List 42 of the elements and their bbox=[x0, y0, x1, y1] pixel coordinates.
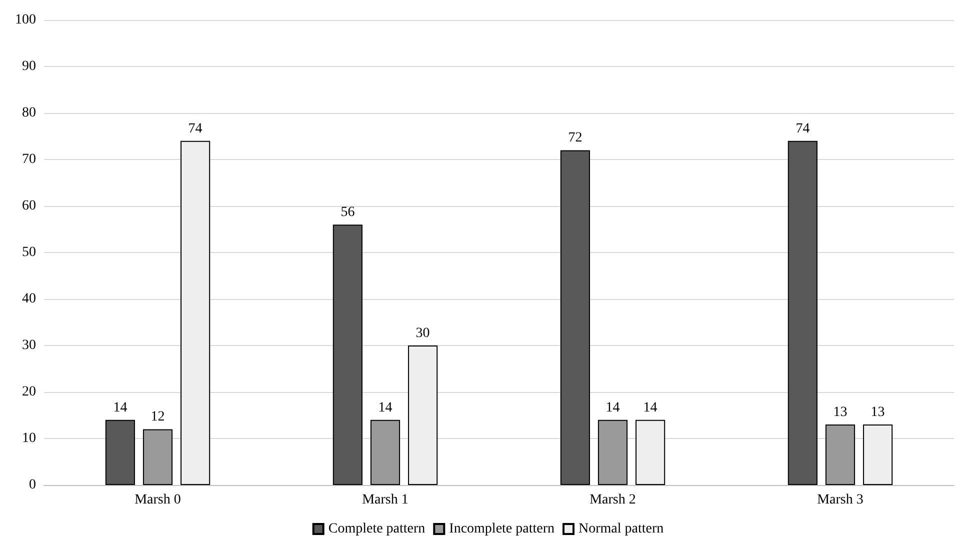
data-label: 74 bbox=[796, 121, 810, 136]
data-label: 14 bbox=[606, 400, 620, 416]
legend-label: Complete pattern bbox=[328, 522, 426, 536]
y-tick-label: 30 bbox=[22, 338, 36, 353]
x-tick-label: Marsh 2 bbox=[590, 492, 636, 508]
data-label: 13 bbox=[870, 405, 885, 420]
legend-label: Incomplete pattern bbox=[449, 522, 555, 536]
data-label: 14 bbox=[113, 400, 128, 416]
y-tick-label: 10 bbox=[22, 431, 36, 446]
legend-label: Normal pattern bbox=[578, 522, 664, 536]
data-label: 30 bbox=[416, 326, 430, 341]
bar bbox=[332, 224, 362, 485]
bar bbox=[408, 346, 438, 485]
y-tick-label: 60 bbox=[22, 198, 36, 214]
bar bbox=[105, 420, 135, 485]
data-label: 72 bbox=[568, 130, 582, 146]
y-tick-label: 40 bbox=[22, 292, 36, 306]
bar bbox=[863, 424, 893, 485]
data-label: 14 bbox=[378, 400, 392, 416]
x-tick-label: Marsh 0 bbox=[134, 492, 181, 508]
y-tick-label: 70 bbox=[22, 152, 36, 167]
y-tick-label: 90 bbox=[22, 59, 36, 74]
bar bbox=[142, 429, 173, 485]
data-label: 13 bbox=[833, 405, 848, 420]
x-tick-label: Marsh 1 bbox=[362, 492, 408, 508]
y-tick-label: 20 bbox=[22, 384, 36, 400]
bar bbox=[180, 140, 210, 485]
bar bbox=[636, 420, 666, 485]
data-label: 56 bbox=[340, 205, 355, 220]
bar bbox=[788, 140, 818, 485]
y-tick-label: 80 bbox=[22, 106, 36, 120]
y-tick-label: 100 bbox=[15, 12, 36, 28]
bar bbox=[598, 420, 628, 485]
data-label: 74 bbox=[188, 121, 202, 136]
data-label: 14 bbox=[643, 400, 658, 416]
bar bbox=[370, 420, 400, 485]
x-tick-label: Marsh 3 bbox=[817, 492, 864, 508]
y-tick-label: 50 bbox=[22, 245, 36, 260]
data-label: 12 bbox=[150, 410, 165, 425]
bar bbox=[560, 150, 590, 485]
bar bbox=[825, 424, 856, 485]
y-tick-label: 0 bbox=[29, 478, 36, 492]
